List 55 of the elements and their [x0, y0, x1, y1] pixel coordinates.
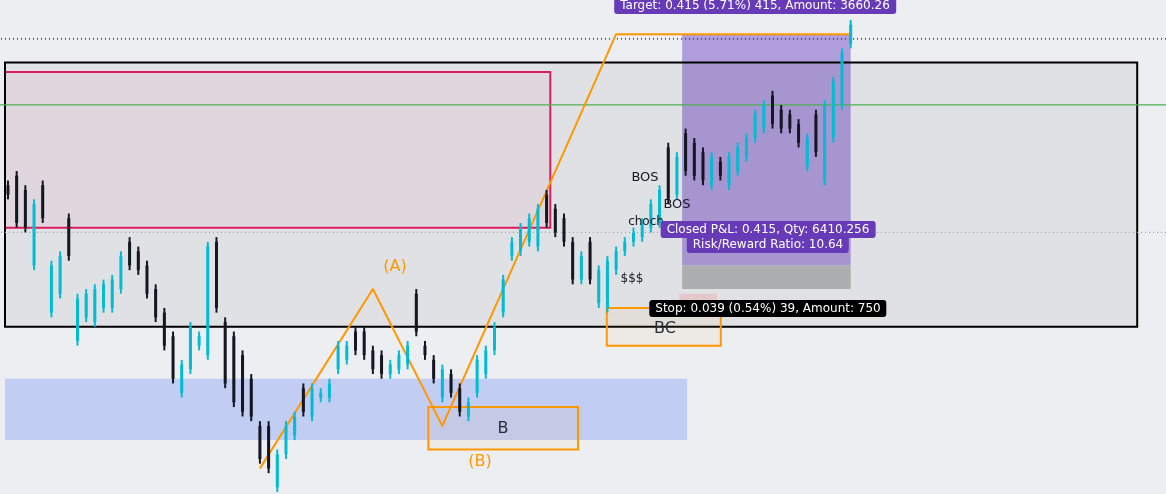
candlestick: [519, 221, 523, 257]
candlestick: [336, 339, 340, 375]
candlestick: [293, 410, 297, 442]
candlestick: [562, 212, 566, 248]
candlestick: [353, 325, 357, 357]
candlestick: [449, 368, 453, 399]
candlestick: [579, 250, 583, 286]
candlestick: [779, 103, 783, 135]
candlestick: [623, 236, 627, 257]
candlestick: [492, 321, 496, 357]
text: Target: 0.415 (5.71%) 415, Amount: 3660.26: [614, 0, 896, 14]
candlestick: [744, 132, 748, 163]
candlestick: [770, 89, 774, 130]
candlestick: [397, 349, 401, 375]
annotation: Risk/Reward Ratio: 10.64: [686, 236, 850, 253]
candlestick: [301, 382, 305, 418]
candlestick: [423, 339, 427, 361]
candlestick: [75, 292, 79, 347]
candlestick: [371, 344, 375, 375]
candlestick: [136, 245, 140, 276]
candlestick: [345, 339, 349, 366]
annotation: BOS: [663, 196, 691, 211]
annotation: Closed P&L: 0.415, Qty: 6410.256: [666, 222, 870, 236]
candlestick: [797, 118, 801, 149]
candlestick: [128, 236, 132, 272]
candlestick: [380, 349, 384, 380]
candlestick: [718, 155, 722, 182]
candlestick: [458, 382, 462, 418]
annotation: Stop: 0.039 (0.54%) 39, Amount: 750: [649, 300, 887, 317]
candlestick: [6, 179, 10, 201]
candlestick: [406, 339, 410, 371]
candlestick: [736, 141, 740, 177]
candlestick: [432, 354, 436, 385]
candlestick: [788, 108, 792, 135]
candlestick: [327, 377, 331, 404]
candlestick: [102, 278, 106, 314]
candlestick: [510, 236, 514, 262]
candlestick: [362, 325, 366, 361]
annotation: (B): [468, 451, 492, 470]
annotation: (A): [383, 256, 407, 275]
candlestick: [484, 344, 488, 380]
candlestick: [388, 358, 392, 380]
annotation: BOS: [631, 169, 659, 184]
candlestick: [197, 330, 201, 352]
candlestick: [84, 288, 88, 324]
annotation: B: [497, 418, 509, 437]
candlestick: [849, 19, 853, 50]
candlestick: [762, 99, 766, 135]
candlestick: [753, 108, 757, 144]
annotation: $$$: [620, 271, 644, 286]
candlestick: [553, 203, 557, 239]
candlestick: [631, 226, 635, 248]
candlestick: [527, 212, 531, 248]
candlestick: [466, 396, 470, 423]
candlestick: [614, 245, 618, 276]
